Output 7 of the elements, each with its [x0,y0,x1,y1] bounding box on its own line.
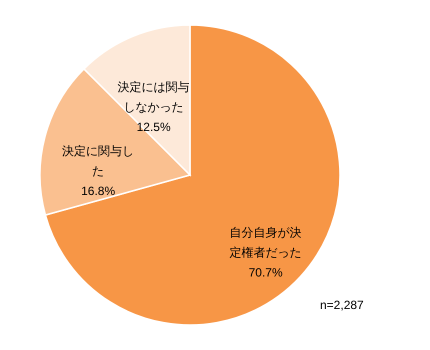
data-label: 16.8% [81,184,116,198]
slice-label: 自分自身が決定権者だった [230,226,302,260]
slice-label: 決定には関与しなかった [118,80,190,114]
data-label: 70.7% [248,266,283,280]
data-label: 12.5% [136,120,171,134]
slice-label: 決定に関与した [62,144,134,178]
text: n=2,287 [320,298,364,312]
